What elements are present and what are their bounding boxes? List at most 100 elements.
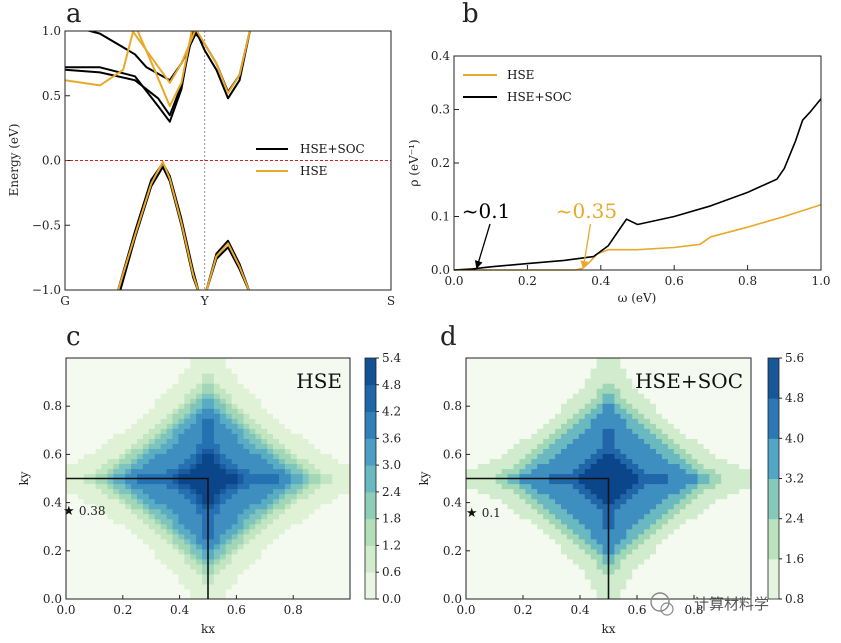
- heatmap-cell: [202, 473, 209, 480]
- heatmap-xtick-label: 0.0: [456, 603, 475, 617]
- heatmap-cell: [596, 478, 604, 485]
- heatmap-cell: [284, 418, 292, 424]
- heatmap-cell: [160, 518, 168, 525]
- heatmap-cell: [691, 518, 699, 525]
- heatmap-cell: [685, 463, 693, 470]
- heatmap-cell: [739, 443, 746, 449]
- heatmap-cell: [178, 578, 185, 585]
- heatmap-cell: [733, 508, 740, 515]
- heatmap-cell: [483, 463, 491, 470]
- heatmap-cell: [326, 488, 333, 495]
- heatmap-cell: [308, 568, 316, 575]
- heatmap-cell: [739, 428, 746, 434]
- heatmap-cell: [566, 583, 574, 590]
- heatmap-cell: [495, 358, 503, 364]
- heatmap-cell: [638, 523, 645, 530]
- heatmap-cell: [95, 503, 103, 510]
- heatmap-cell: [142, 398, 150, 404]
- heatmap-cell: [71, 473, 79, 480]
- heatmap-cell: [107, 373, 114, 379]
- heatmap-cell: [296, 493, 304, 500]
- heatmap-cell: [279, 563, 286, 570]
- heatmap-cell: [101, 448, 109, 454]
- heatmap-cell: [83, 363, 91, 369]
- heatmap-cell: [338, 543, 345, 550]
- heatmap-cell: [733, 523, 740, 530]
- heatmap-cell: [566, 383, 574, 389]
- heatmap-cell: [119, 453, 126, 460]
- heatmap-cell: [314, 428, 322, 434]
- heatmap-cell: [101, 488, 109, 495]
- heatmap-cell: [608, 528, 616, 535]
- heatmap-cell: [507, 388, 515, 394]
- heatmap-cell: [131, 588, 138, 595]
- heatmap-cell: [83, 553, 91, 560]
- heatmap-xtick-label: 0.2: [513, 603, 532, 617]
- heatmap-cell: [632, 393, 639, 399]
- heatmap-cell: [302, 533, 310, 540]
- heatmap-cell: [620, 503, 627, 510]
- heatmap-cell: [131, 538, 138, 545]
- heatmap-cell: [483, 408, 491, 414]
- heatmap-cell: [519, 533, 526, 540]
- heatmap-cell: [602, 418, 610, 424]
- heatmap-cell: [89, 528, 97, 535]
- heatmap-cell: [107, 423, 114, 429]
- heatmap-cell: [584, 383, 592, 389]
- heatmap-cell: [71, 453, 79, 460]
- heatmap-cell: [715, 363, 722, 369]
- heatmap-cell: [733, 503, 740, 510]
- heatmap-cell: [137, 493, 144, 500]
- heatmap-cell: [119, 383, 126, 389]
- heatmap-cell: [77, 518, 85, 525]
- heatmap-cell: [661, 553, 669, 560]
- heatmap-cell: [501, 433, 509, 439]
- heatmap-cell: [685, 478, 693, 485]
- heatmap-cell: [148, 498, 156, 505]
- heatmap-cell: [308, 443, 316, 449]
- heatmap-cell: [243, 518, 251, 525]
- heatmap-cell: [614, 518, 621, 525]
- heatmap-cell: [95, 493, 103, 500]
- heatmap-cell: [314, 513, 322, 520]
- heatmap-cell: [166, 503, 174, 510]
- heatmap-cell: [650, 518, 657, 525]
- heatmap-cell: [721, 503, 728, 510]
- heatmap-cell: [513, 513, 521, 520]
- heatmap-cell: [685, 403, 693, 409]
- heatmap-cell: [320, 473, 327, 480]
- heatmap-cell: [160, 498, 168, 505]
- heatmap-cell: [644, 528, 651, 535]
- heatmap-cell: [131, 383, 138, 389]
- heatmap-cell: [638, 513, 645, 520]
- heatmap-cell: [142, 388, 150, 394]
- heatmap-cell: [697, 518, 705, 525]
- heatmap-cell: [172, 403, 180, 409]
- heatmap-cell: [190, 583, 197, 590]
- heatmap-cell: [745, 453, 752, 460]
- heatmap-cell: [608, 498, 616, 505]
- heatmap-cell: [578, 493, 586, 500]
- heatmap-cell: [302, 548, 310, 555]
- heatmap-cell: [338, 448, 345, 454]
- a-band-hse-soc-cond-2: [65, 31, 251, 117]
- heatmap-cell: [578, 568, 586, 575]
- heatmap-cell: [632, 583, 639, 590]
- heatmap-cell: [77, 538, 85, 545]
- heatmap-cell: [489, 383, 497, 389]
- heatmap-cell: [650, 393, 657, 399]
- heatmap-cell: [566, 543, 574, 550]
- heatmap-cell: [685, 393, 693, 399]
- heatmap-cell: [501, 448, 509, 454]
- heatmap-cell: [137, 523, 144, 530]
- heatmap-cell: [466, 388, 473, 394]
- heatmap-cell: [66, 563, 73, 570]
- heatmap-cell: [249, 398, 256, 404]
- heatmap-cell: [632, 368, 639, 374]
- heatmap-cell: [326, 558, 333, 565]
- heatmap-cell: [231, 463, 239, 470]
- heatmap-cell: [160, 408, 168, 414]
- heatmap-cell: [344, 453, 351, 460]
- heatmap-cell: [125, 428, 132, 434]
- heatmap-cell: [638, 398, 645, 404]
